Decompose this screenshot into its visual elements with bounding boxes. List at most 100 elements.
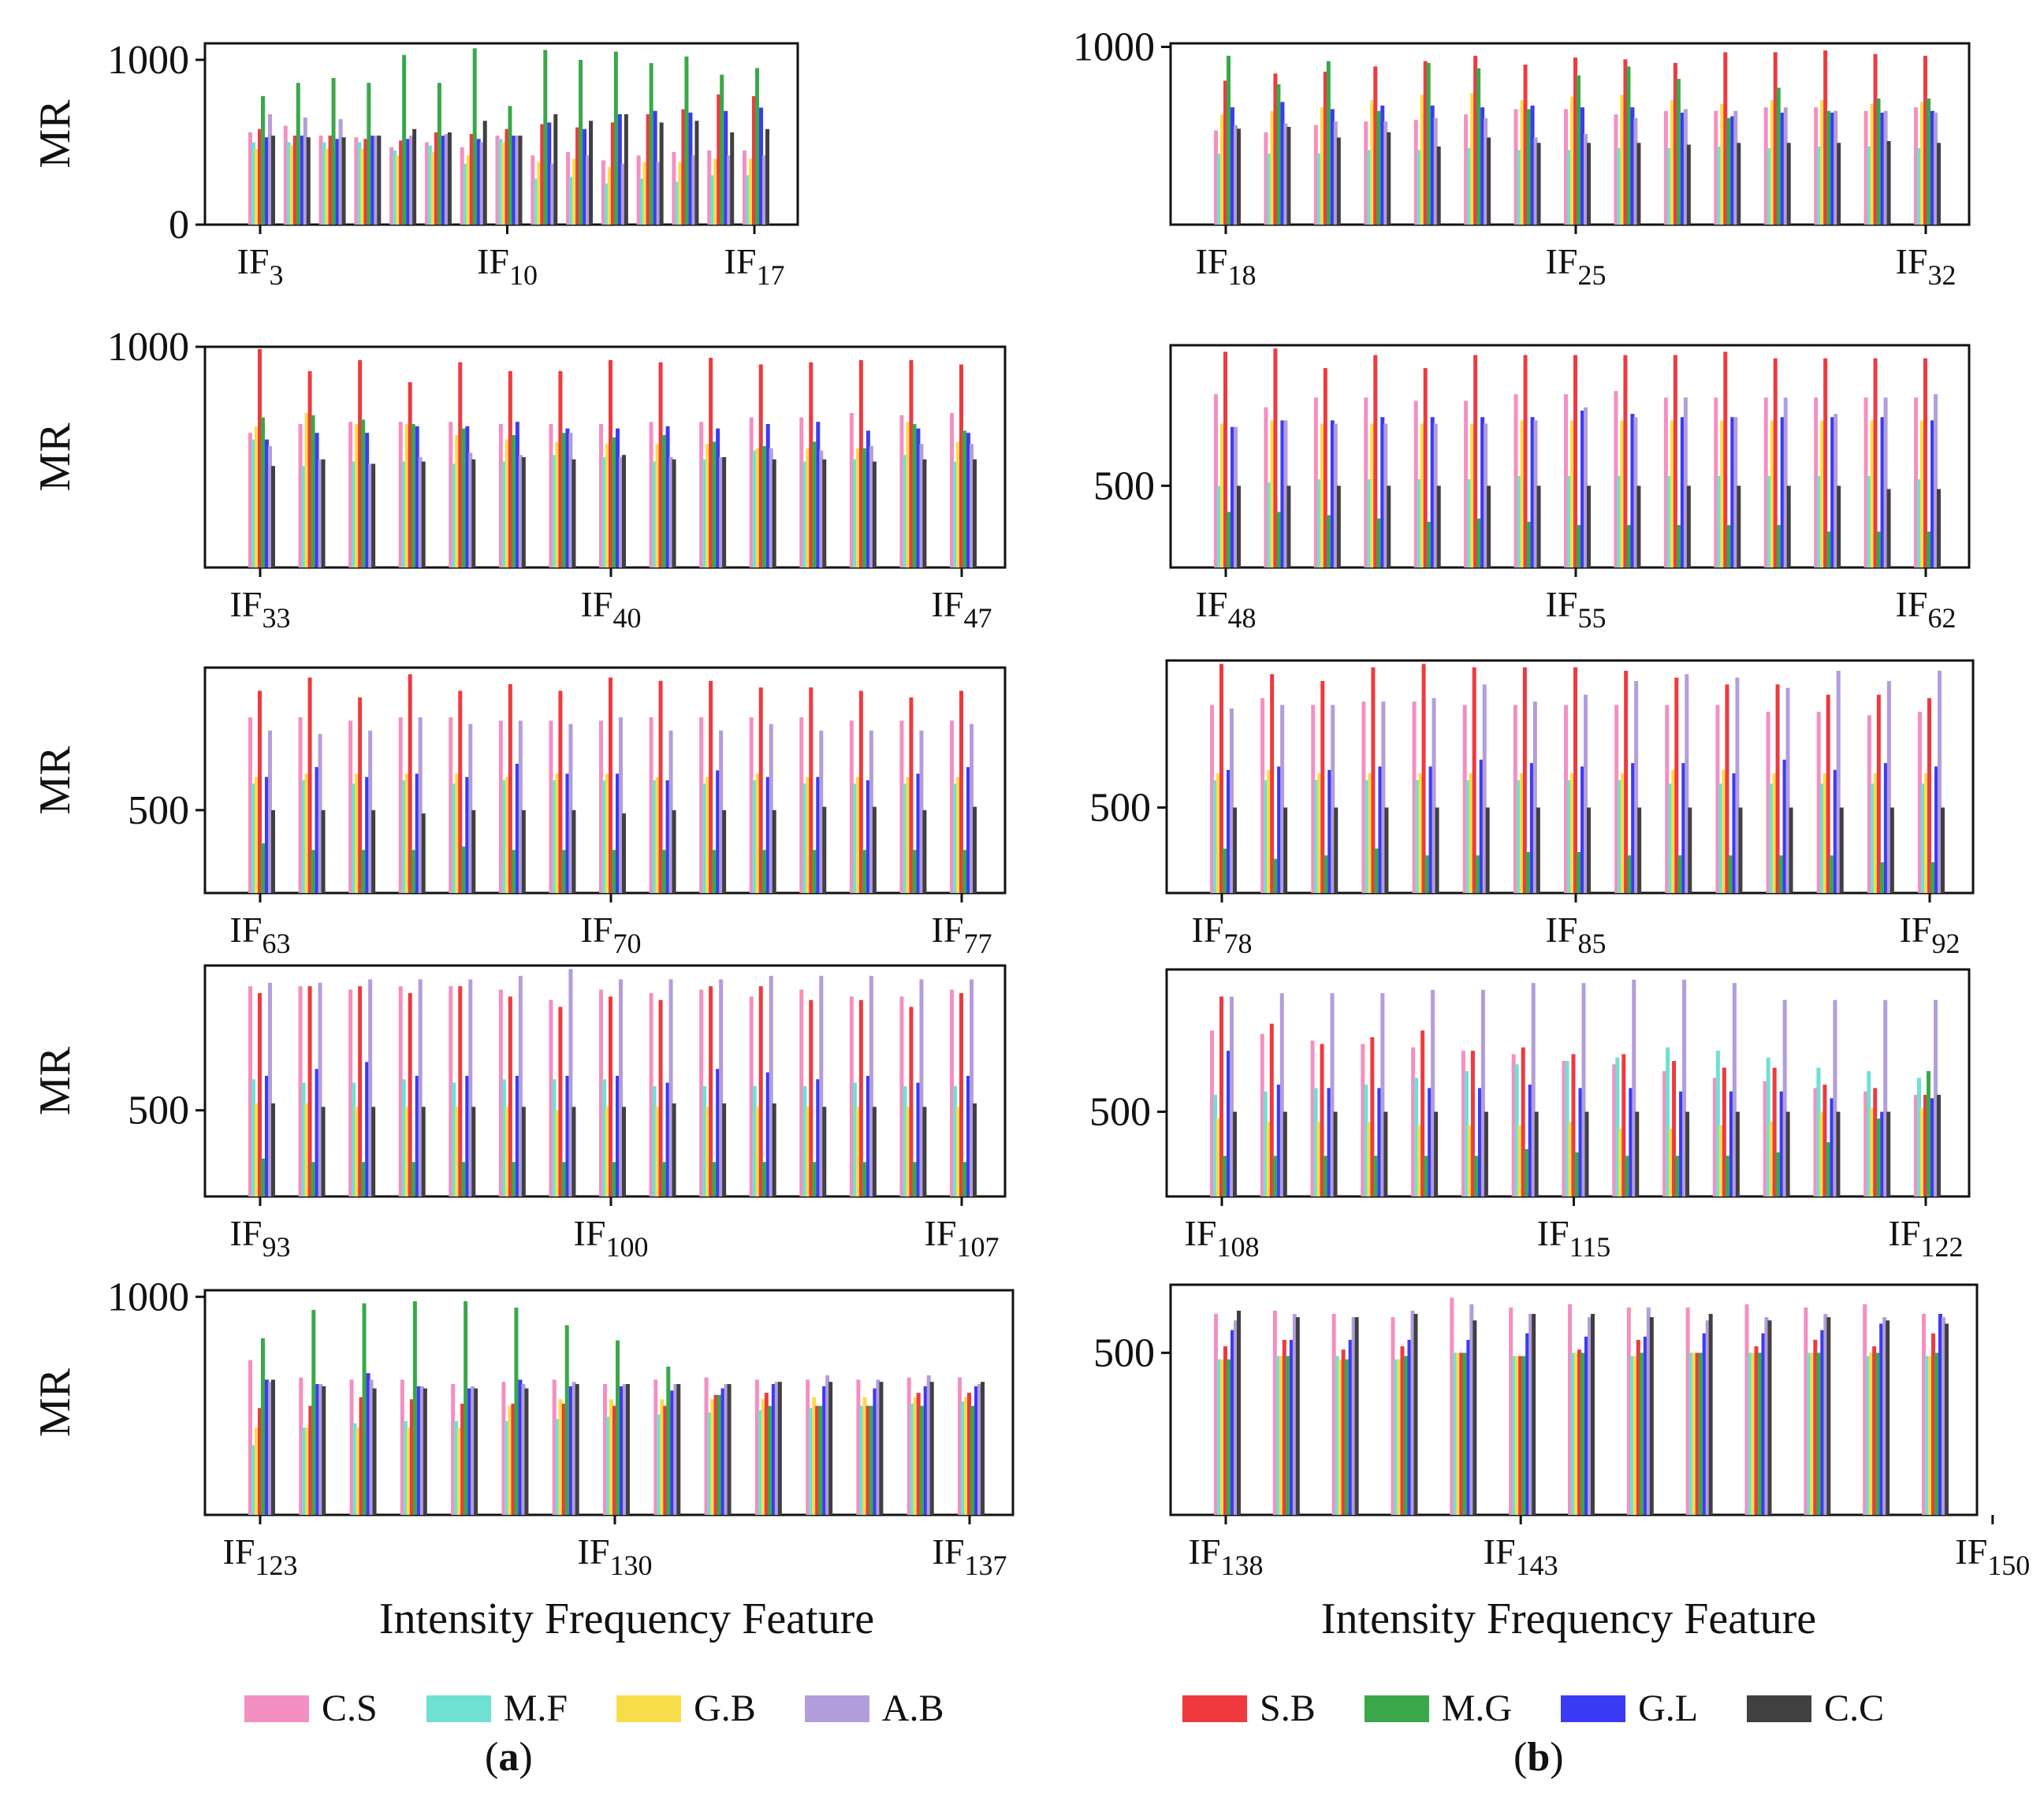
bar-A.B-9	[724, 1383, 728, 1515]
bar-A.B-3	[374, 136, 378, 225]
bar-C.S-4	[1411, 1047, 1416, 1196]
bar-G.B-12	[855, 448, 860, 567]
panel-label-a-letter: a	[498, 1735, 519, 1780]
bar-G.B-6	[1519, 773, 1524, 893]
bar-G.L-14	[966, 433, 970, 567]
bar-M.F-0	[251, 783, 255, 893]
panel-label-b: (b)	[1513, 1735, 1564, 1780]
bar-G.B-4	[455, 435, 460, 567]
bar-M.G-13	[1876, 98, 1881, 225]
bar-C.S-0	[1214, 130, 1218, 225]
bar-S.B-6	[1523, 65, 1528, 225]
bar-M.F-3	[401, 1079, 406, 1196]
bar-S.B-12	[866, 1405, 870, 1515]
bar-C.C-5	[1487, 486, 1491, 567]
bar-G.L-8	[670, 1390, 675, 1515]
bar-C.C-7	[622, 455, 626, 567]
bar-A.B-0	[268, 446, 272, 567]
bar-S.B-11	[815, 1405, 820, 1515]
bar-M.F-3	[1364, 1085, 1368, 1196]
bar-S.B-5	[508, 996, 512, 1196]
bar-C.S-4	[1413, 400, 1418, 567]
bar-A.B-11	[1783, 397, 1788, 567]
bar-S.B-6	[558, 370, 563, 567]
bar-M.G-6	[472, 48, 477, 225]
bar-A.B-12	[1942, 1317, 1945, 1515]
bar-M.G-8	[661, 850, 666, 893]
bar-C.S-12	[849, 413, 854, 567]
bar-M.G-7	[612, 1162, 616, 1196]
bar-G.B-9	[572, 158, 577, 225]
bar-G.B-6	[1517, 1125, 1522, 1196]
bar-M.G-13	[912, 850, 917, 893]
bar-C.C-3	[421, 1107, 426, 1196]
bar-A.B-0	[268, 1382, 272, 1515]
legend-label: C.S	[322, 1688, 378, 1729]
bar-G.B-14	[749, 158, 753, 225]
bar-G.B-9	[706, 444, 710, 567]
bar-G.B-7	[1568, 1122, 1573, 1196]
bar-S.B-14	[1923, 358, 1927, 567]
bar-G.L-2	[365, 1062, 370, 1196]
bar-A.B-2	[369, 1379, 374, 1515]
bar-G.B-4	[457, 1427, 462, 1515]
bar-S.B-7	[609, 359, 612, 567]
bar-G.L-8	[1630, 414, 1635, 567]
bar-A.B-14	[1934, 112, 1938, 225]
bar-M.F-6	[1517, 150, 1521, 225]
bar-G.B-1	[1279, 1356, 1283, 1515]
bar-G.B-14	[1920, 1108, 1924, 1196]
bar-M.G-7	[1577, 75, 1580, 225]
bar-A.B-2	[368, 979, 373, 1196]
bar-G.L-2	[365, 433, 370, 567]
bar-M.F-1	[302, 1427, 307, 1515]
bar-G.B-8	[1620, 420, 1625, 567]
bar-G.B-5	[504, 439, 509, 567]
bar-G.B-0	[255, 1103, 259, 1196]
bar-S.B-10	[610, 122, 615, 225]
bar-M.G-14	[1930, 861, 1934, 893]
bar-C.C-11	[1886, 1320, 1890, 1515]
bar-C.S-5	[1461, 1051, 1465, 1196]
bar-M.G-12	[1934, 1353, 1938, 1515]
bar-G.L-12	[873, 1388, 877, 1515]
bar-A.B-14	[1934, 394, 1938, 567]
bar-G.L-6	[1530, 417, 1535, 567]
bar-C.C-9	[722, 1103, 727, 1196]
bar-A.B-8	[1632, 979, 1636, 1196]
bar-M.G-3	[1376, 110, 1381, 225]
bar-M.F-0	[1213, 1095, 1217, 1196]
bar-C.S-14	[743, 150, 746, 225]
bar-C.S-10	[1804, 1307, 1808, 1515]
bar-S.B-8	[1695, 1353, 1700, 1515]
bar-G.L-14	[1930, 1098, 1934, 1196]
bar-G.B-11	[812, 1397, 817, 1515]
bar-C.S-13	[1863, 110, 1868, 225]
bar-S.B-0	[258, 690, 262, 893]
bar-G.B-11	[806, 1107, 810, 1196]
bar-G.L-11	[816, 776, 821, 893]
bar-C.C-11	[659, 122, 664, 225]
bar-M.G-0	[1227, 55, 1230, 225]
bar-C.S-14	[1914, 397, 1918, 567]
bar-M.G-11	[1776, 525, 1781, 567]
bar-M.F-5	[427, 145, 432, 225]
bar-S.B-3	[408, 381, 412, 567]
bar-M.G-13	[919, 1405, 924, 1515]
bar-S.B-10	[1725, 684, 1729, 893]
bar-M.G-2	[1326, 515, 1331, 567]
bar-M.F-9	[1668, 783, 1673, 893]
bar-G.B-9	[1669, 1129, 1674, 1196]
bar-C.C-3	[1383, 1111, 1388, 1196]
bar-C.C-2	[1336, 486, 1341, 567]
bar-C.S-13	[899, 415, 904, 567]
bar-A.B-7	[619, 457, 623, 567]
bar-M.G-12	[1826, 531, 1831, 567]
x-tick-label: IF93	[230, 1213, 291, 1263]
bar-C.S-12	[1814, 397, 1819, 567]
bar-M.F-1	[1267, 153, 1271, 225]
bar-G.L-11	[816, 422, 821, 567]
bar-G.L-1	[1277, 766, 1282, 893]
bar-C.C-3	[421, 813, 426, 893]
bar-M.F-4	[452, 783, 456, 893]
